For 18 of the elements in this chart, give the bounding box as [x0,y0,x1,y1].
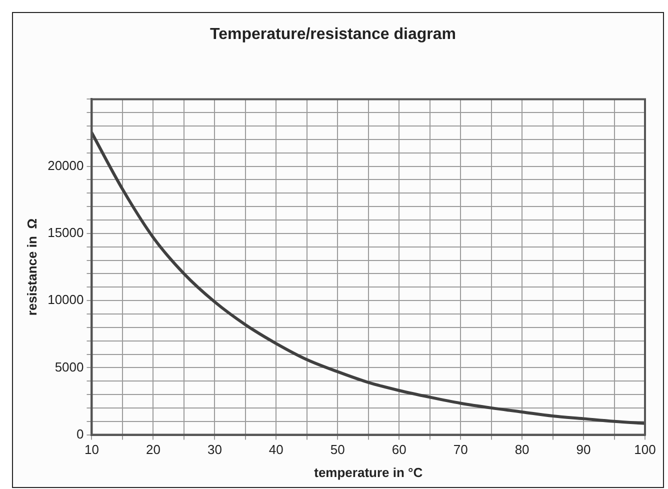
x-tick-label: 100 [634,442,656,458]
y-tick-label: 15000 [48,225,84,240]
x-tick-label: 90 [576,442,591,458]
x-tick-label: 70 [453,442,468,458]
y-tick-label: 20000 [48,158,84,173]
x-tick-label: 40 [268,442,284,458]
chart-title: Temperature/resistance diagram [210,26,456,44]
x-tick-label: 30 [207,442,222,458]
y-tick-label: 10000 [48,292,84,308]
y-tick-label: 0 [76,426,84,442]
y-tick-label: 5000 [54,359,84,374]
x-axis-title: temperature in °C [314,464,424,480]
x-tick-label: 50 [330,442,345,458]
x-tick-label: 10 [84,442,99,458]
x-tick-label: 20 [146,442,160,458]
y-axis-title: resistance in Ω [24,218,40,316]
x-tick-label: 60 [392,442,406,458]
x-tick-label: 80 [514,442,530,458]
